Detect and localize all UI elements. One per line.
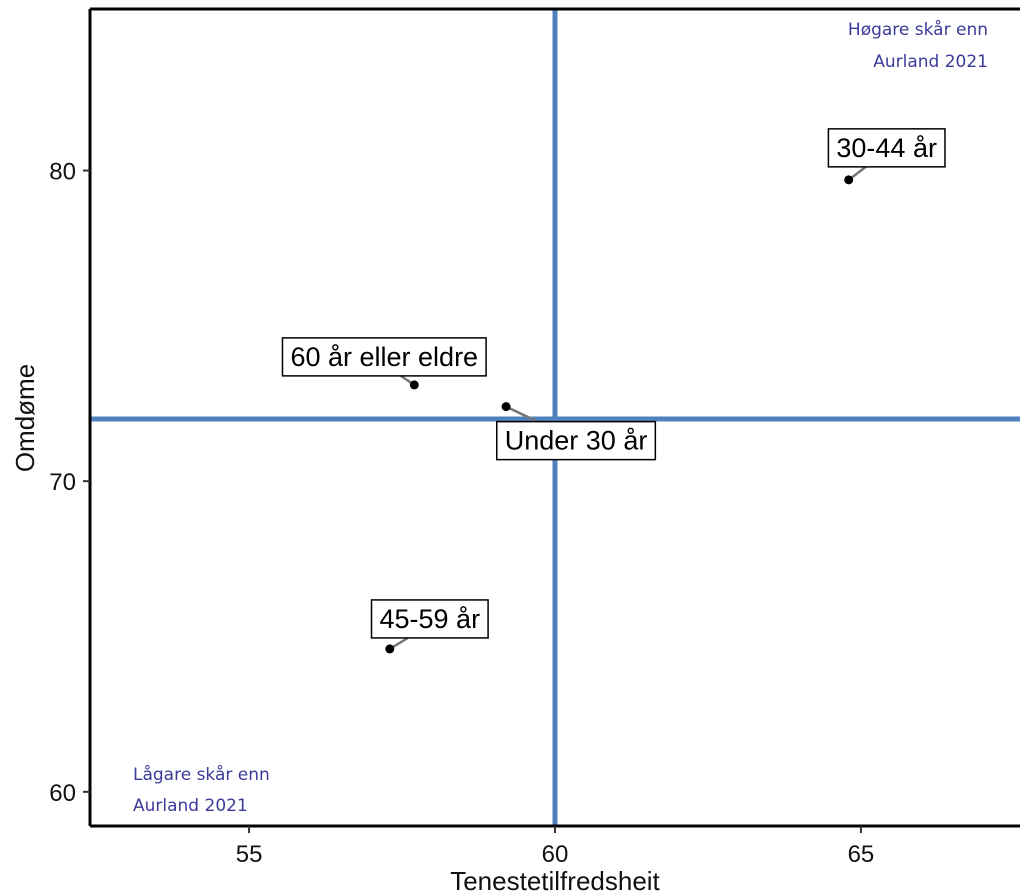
note-top-right-line-2: Aurland 2021 [873,52,988,72]
note-top-right-line-1: Høgare skår enn [848,19,988,40]
point-label: 60 år eller eldre [290,342,478,372]
data-point [501,402,511,412]
data-point [385,644,395,654]
data-point-group: Under 30 år [496,402,657,461]
point-label-box [370,599,489,639]
reference-lines [90,9,1020,826]
point-label: Under 30 år [505,426,648,456]
y-tick-label: 80 [49,159,76,186]
data-point-group: 45-59 år [370,599,489,654]
x-tick-label: 60 [542,841,569,868]
point-label: 30-44 år [836,133,937,163]
note-bottom-left-line-2: Aurland 2021 [133,796,248,816]
quadrant-notes: Høgare skår enn Aurland 2021 Lågare skår… [133,19,988,816]
point-label-box [496,420,657,461]
data-point-group: 30-44 år [827,128,946,185]
y-tick-label: 60 [49,780,76,807]
x-tick-label: 65 [848,841,875,868]
y-tick-label: 70 [49,469,76,496]
data-points: 30-44 år 60 år eller eldre Under 30 år 45-5… [281,128,946,654]
point-label-box [827,128,946,168]
x-axis-title: Tenestetilfredsheit [450,866,660,895]
point-label: 45-59 år [380,604,481,634]
x-tick-label: 55 [236,841,263,868]
data-point-group: 60 år eller eldre [281,337,487,390]
y-axis-title: Omdøme [10,364,40,472]
axes: 55 60 65 60 70 80 [49,7,1020,868]
note-bottom-left-line-1: Lågare skår enn [133,764,270,785]
point-leader-line [505,405,539,423]
data-point [409,380,419,390]
point-label-box [281,337,487,377]
data-point [844,175,854,185]
